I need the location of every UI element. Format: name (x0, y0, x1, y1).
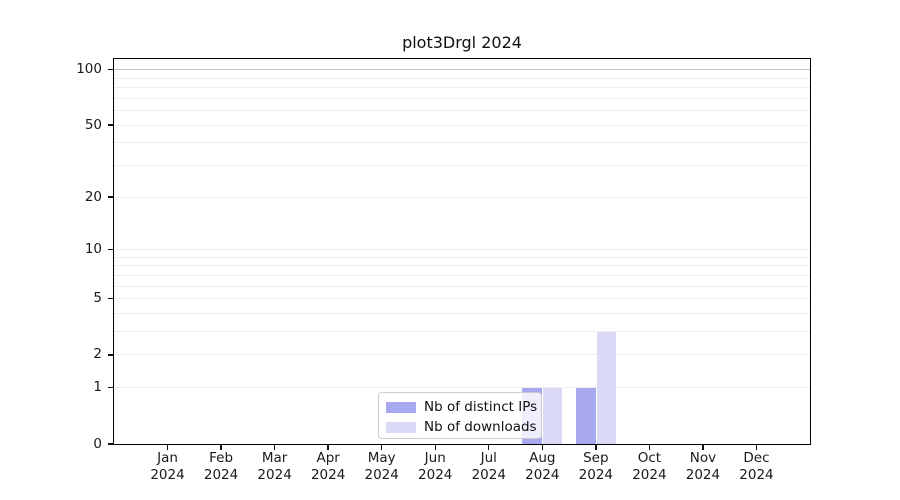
gridline-y-7 (114, 274, 810, 276)
legend: Nb of distinct IPs Nb of downloads (378, 392, 542, 439)
x-tick-label-feb: Feb 2024 (203, 450, 239, 483)
y-tick-mark-5 (107, 297, 114, 300)
y-tick-label-20: 20 (84, 188, 102, 205)
gridline-y-1 (114, 387, 810, 389)
x-tick-mark-apr (327, 444, 329, 450)
gridline-y-100 (114, 69, 810, 71)
gridline-y-5 (114, 298, 810, 300)
x-tick-mark-jan (166, 444, 169, 450)
legend-swatch-distinct-ips (386, 401, 416, 413)
y-tick-label-5: 5 (93, 290, 102, 307)
y-tick-mark-2 (107, 354, 114, 356)
x-tick-mark-aug (541, 444, 543, 450)
x-tick-label-aug: Aug 2024 (525, 450, 560, 483)
x-tick-label-dec: Dec 2024 (739, 450, 774, 483)
y-tick-label-10: 10 (84, 240, 102, 257)
x-tick-label-nov: Nov 2024 (685, 450, 721, 483)
x-tick-mark-oct (648, 444, 651, 450)
legend-label-downloads: Nb of downloads (424, 419, 537, 435)
x-tick-mark-dec (755, 444, 758, 450)
y-tick-mark-50 (107, 124, 114, 126)
x-tick-mark-mar (273, 444, 276, 450)
x-tick-label-jul: Jul 2024 (471, 450, 506, 483)
x-tick-mark-jul (488, 444, 490, 450)
bar-distinct-ips-sep (575, 387, 596, 444)
chart-title: plot3Drgl 2024 (402, 33, 522, 52)
gridline-y-90 (114, 77, 810, 79)
x-tick-mark-nov (702, 444, 704, 450)
x-tick-label-oct: Oct 2024 (632, 450, 667, 483)
y-tick-label-2: 2 (93, 346, 102, 363)
gridline-y-8 (114, 265, 810, 267)
y-tick-mark-1 (107, 387, 114, 389)
gridline-y-60 (114, 110, 810, 111)
y-tick-mark-0 (107, 443, 114, 445)
y-tick-mark-100 (107, 68, 114, 71)
gridline-y-80 (114, 86, 810, 88)
gridline-y-2 (114, 354, 810, 356)
gridline-y-6 (114, 285, 810, 287)
legend-entry-downloads: Nb of downloads (379, 417, 541, 437)
legend-entry-distinct-ips: Nb of distinct IPs (379, 397, 541, 417)
y-tick-label-1: 1 (93, 379, 102, 396)
gridline-y-3 (114, 331, 810, 333)
x-tick-mark-sep (595, 444, 597, 450)
x-tick-label-sep: Sep 2024 (578, 450, 614, 483)
gridline-y-4 (114, 312, 810, 314)
gridline-y-9 (114, 256, 810, 258)
legend-swatch-downloads (386, 421, 416, 433)
y-tick-label-100: 100 (76, 61, 102, 78)
y-tick-mark-20 (107, 196, 114, 198)
x-tick-label-may: May 2024 (364, 450, 399, 483)
x-tick-mark-may (380, 444, 383, 450)
bar-downloads-aug (543, 387, 563, 444)
x-tick-mark-jun (434, 444, 436, 450)
y-tick-label-50: 50 (84, 116, 102, 133)
x-tick-label-jun: Jun 2024 (418, 450, 453, 483)
x-tick-label-apr: Apr 2024 (310, 450, 346, 483)
gridline-y-70 (114, 97, 810, 99)
x-tick-label-mar: Mar 2024 (257, 450, 292, 483)
x-tick-mark-feb (220, 444, 222, 450)
gridline-y-20 (114, 196, 810, 198)
legend-label-distinct-ips: Nb of distinct IPs (424, 399, 538, 415)
gridline-y-30 (114, 164, 810, 166)
plot-area (114, 59, 810, 444)
y-tick-mark-10 (107, 248, 114, 251)
gridline-y-40 (114, 142, 810, 144)
gridline-y-10 (114, 248, 810, 250)
x-tick-label-jan: Jan 2024 (150, 450, 185, 483)
bar-downloads-sep (596, 331, 616, 444)
gridline-y-50 (114, 124, 810, 126)
y-tick-label-0: 0 (93, 435, 102, 452)
